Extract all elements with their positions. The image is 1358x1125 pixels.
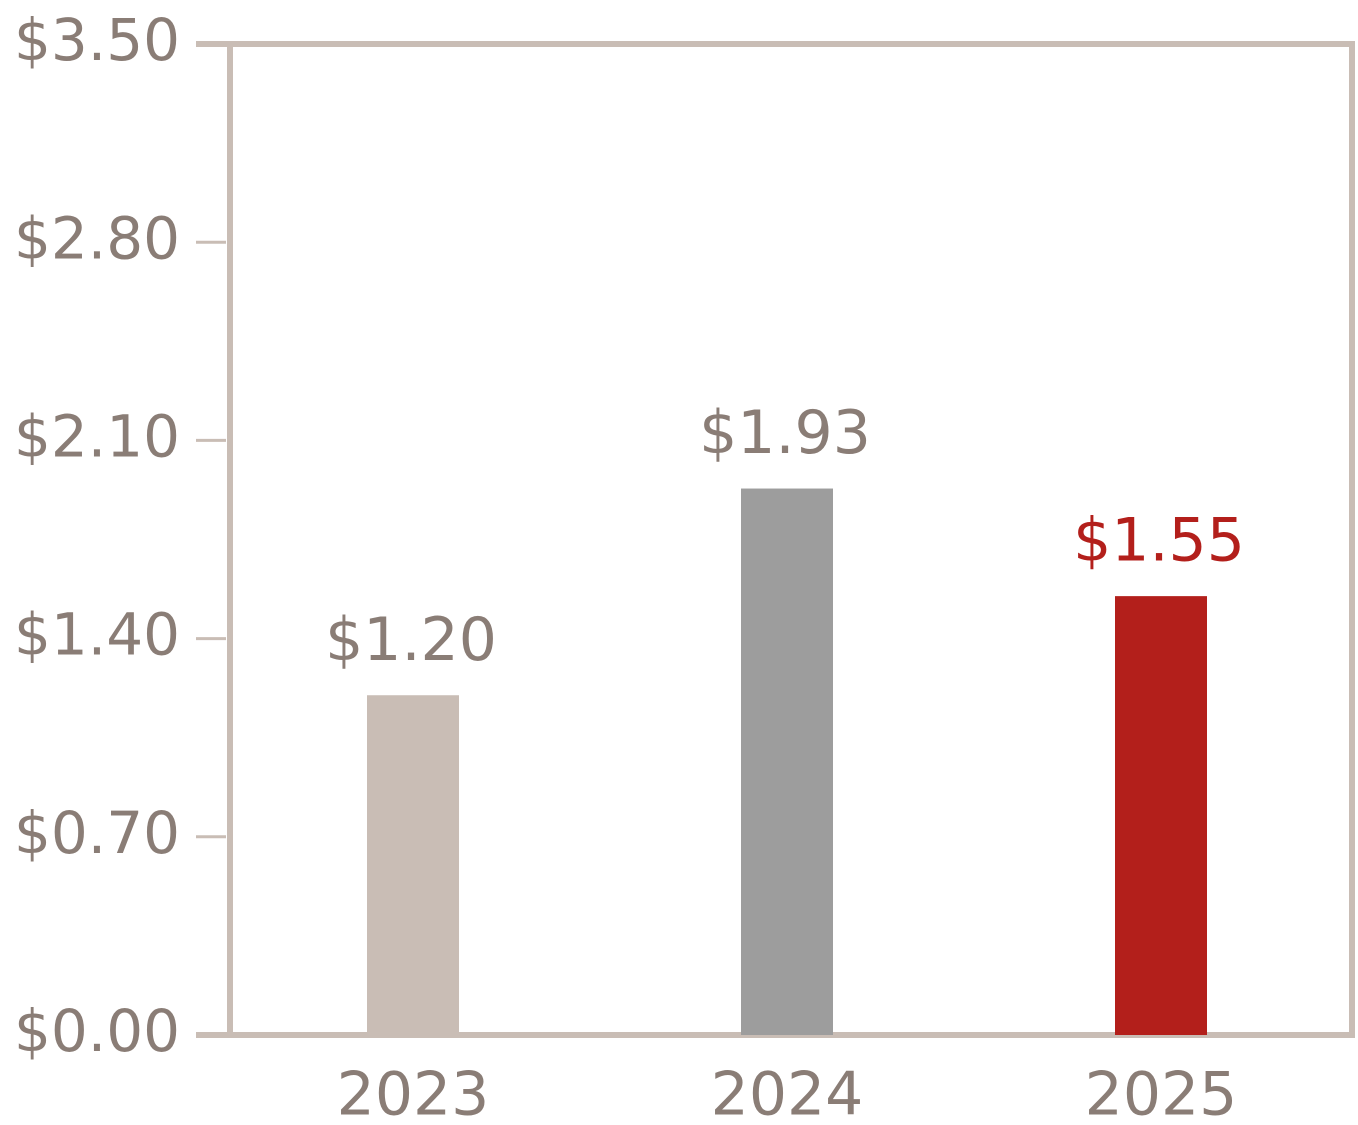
x-tick-label: 2024 bbox=[711, 1060, 864, 1125]
y-tick-label: $1.40 bbox=[14, 601, 180, 669]
y-tick-label: $0.00 bbox=[14, 997, 180, 1065]
bar bbox=[1115, 596, 1207, 1035]
value-label: $1.20 bbox=[325, 605, 497, 675]
x-tick-label: 2025 bbox=[1085, 1060, 1238, 1125]
x-tick-label: 2023 bbox=[337, 1060, 490, 1125]
value-label: $1.93 bbox=[699, 398, 871, 468]
bar bbox=[367, 695, 459, 1035]
y-tick-label: $3.50 bbox=[14, 6, 180, 74]
value-label: $1.55 bbox=[1073, 506, 1245, 576]
y-tick-label: $2.10 bbox=[14, 403, 180, 471]
y-tick-label: $2.80 bbox=[14, 204, 180, 272]
bar bbox=[741, 488, 833, 1035]
y-tick-label: $0.70 bbox=[14, 799, 180, 867]
